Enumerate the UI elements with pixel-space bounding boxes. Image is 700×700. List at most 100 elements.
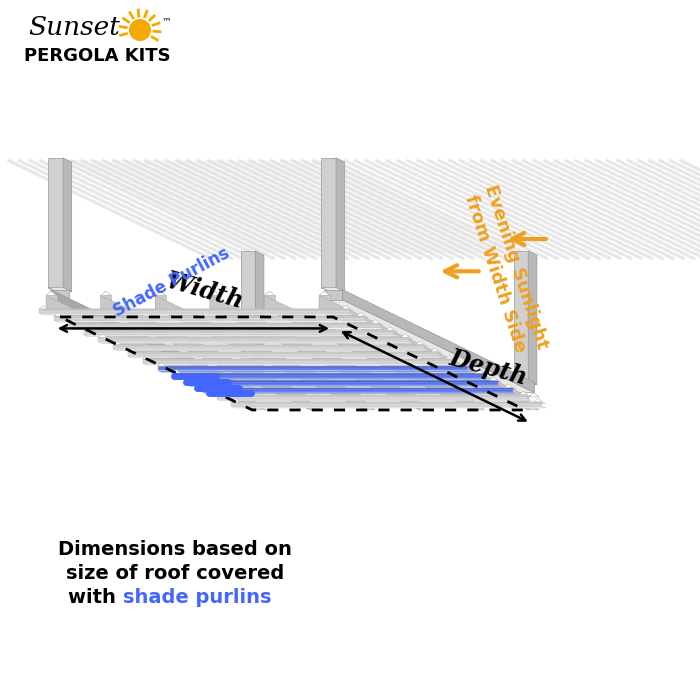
Polygon shape: [232, 398, 240, 402]
Polygon shape: [158, 366, 468, 370]
Polygon shape: [460, 363, 468, 366]
Polygon shape: [342, 305, 350, 309]
Polygon shape: [143, 363, 457, 365]
Polygon shape: [155, 295, 166, 309]
Polygon shape: [48, 158, 63, 288]
Polygon shape: [155, 309, 375, 409]
Polygon shape: [519, 391, 528, 395]
Polygon shape: [256, 251, 264, 385]
Polygon shape: [217, 399, 531, 401]
Polygon shape: [128, 348, 136, 352]
Polygon shape: [321, 158, 336, 288]
Polygon shape: [83, 330, 394, 335]
Polygon shape: [514, 251, 528, 381]
Polygon shape: [514, 381, 537, 385]
Polygon shape: [83, 327, 92, 330]
Polygon shape: [101, 295, 310, 409]
Polygon shape: [232, 402, 542, 406]
Text: with: with: [69, 588, 123, 607]
Polygon shape: [210, 295, 419, 409]
Polygon shape: [155, 295, 365, 409]
Polygon shape: [187, 380, 502, 382]
Polygon shape: [419, 393, 430, 397]
Polygon shape: [365, 393, 375, 397]
Polygon shape: [99, 337, 409, 342]
Polygon shape: [158, 363, 166, 366]
Polygon shape: [202, 388, 517, 389]
Polygon shape: [69, 323, 379, 328]
Polygon shape: [99, 334, 107, 337]
Polygon shape: [54, 312, 62, 316]
Polygon shape: [46, 291, 57, 295]
Polygon shape: [39, 313, 354, 315]
Circle shape: [129, 19, 151, 41]
Polygon shape: [256, 393, 266, 397]
Polygon shape: [445, 356, 454, 359]
Polygon shape: [39, 309, 354, 311]
Polygon shape: [202, 388, 512, 392]
Polygon shape: [99, 342, 413, 344]
Text: size of roof covered: size of roof covered: [66, 564, 284, 583]
Polygon shape: [143, 359, 454, 363]
Polygon shape: [99, 337, 413, 340]
Polygon shape: [319, 291, 330, 295]
Polygon shape: [39, 309, 350, 313]
Polygon shape: [474, 393, 484, 397]
Polygon shape: [401, 334, 410, 337]
Polygon shape: [158, 366, 472, 368]
Polygon shape: [54, 321, 368, 322]
Polygon shape: [46, 309, 266, 409]
Polygon shape: [319, 295, 528, 409]
Polygon shape: [83, 335, 398, 337]
Polygon shape: [534, 398, 542, 402]
Text: Evening Sunlight
from Width Side: Evening Sunlight from Width Side: [460, 183, 552, 358]
Polygon shape: [69, 328, 384, 329]
Polygon shape: [475, 370, 483, 373]
Text: Depth: Depth: [447, 346, 530, 389]
Polygon shape: [202, 384, 210, 388]
Polygon shape: [356, 312, 365, 316]
Polygon shape: [128, 356, 442, 358]
Polygon shape: [323, 300, 535, 393]
Polygon shape: [69, 320, 77, 323]
Text: Dimensions based on: Dimensions based on: [58, 540, 292, 559]
Polygon shape: [202, 392, 517, 393]
Polygon shape: [187, 380, 498, 385]
Polygon shape: [210, 309, 430, 409]
Polygon shape: [241, 381, 264, 385]
Polygon shape: [210, 291, 220, 295]
Polygon shape: [430, 348, 439, 352]
Polygon shape: [416, 341, 424, 344]
Polygon shape: [128, 352, 439, 356]
Polygon shape: [336, 158, 344, 292]
Polygon shape: [232, 406, 546, 408]
Polygon shape: [187, 377, 195, 380]
Polygon shape: [241, 251, 256, 381]
Polygon shape: [143, 356, 151, 359]
Polygon shape: [504, 384, 512, 388]
Polygon shape: [232, 402, 546, 404]
Text: shade purlins: shade purlins: [123, 588, 272, 607]
Polygon shape: [265, 309, 484, 409]
Polygon shape: [172, 373, 486, 375]
Text: ™: ™: [162, 16, 172, 26]
Polygon shape: [113, 344, 428, 346]
Text: Shade Purlins: Shade Purlins: [111, 244, 232, 321]
Polygon shape: [143, 359, 457, 360]
Polygon shape: [217, 395, 531, 396]
Polygon shape: [60, 160, 525, 253]
Polygon shape: [101, 309, 321, 409]
Polygon shape: [489, 377, 498, 380]
Polygon shape: [172, 377, 486, 379]
Polygon shape: [528, 251, 537, 385]
Polygon shape: [113, 344, 424, 349]
Polygon shape: [54, 316, 365, 321]
Polygon shape: [172, 370, 181, 373]
Polygon shape: [321, 288, 344, 292]
Polygon shape: [386, 327, 394, 330]
Text: Width: Width: [163, 268, 246, 314]
Text: PERGOLA KITS: PERGOLA KITS: [24, 47, 171, 65]
Polygon shape: [265, 291, 275, 295]
Polygon shape: [323, 290, 342, 300]
Polygon shape: [310, 393, 321, 397]
